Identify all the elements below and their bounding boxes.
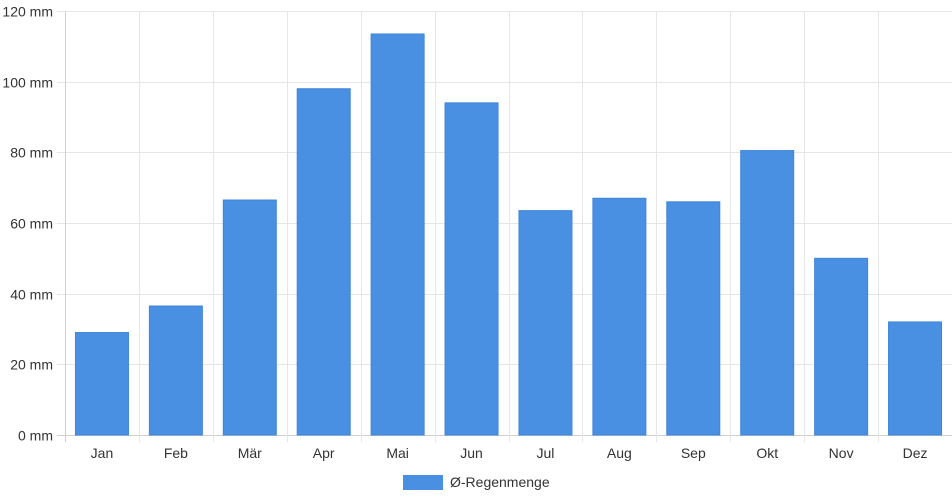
y-tick-labels: 0 mm 20 mm 40 mm 60 mm 80 mm 100 mm 120 mm — [2, 4, 53, 444]
bar-mai[interactable] — [370, 33, 425, 436]
x-tick-label: Sep — [681, 445, 706, 461]
legend[interactable]: Ø-Regenmenge — [403, 474, 550, 490]
x-tick-label: Okt — [756, 445, 778, 461]
bars — [74, 33, 943, 436]
y-tick-label: 40 mm — [10, 287, 53, 303]
bar-okt[interactable] — [740, 150, 795, 436]
y-tick-label: 20 mm — [10, 357, 53, 373]
bar-sep[interactable] — [666, 201, 721, 436]
x-tick-label: Apr — [313, 445, 335, 461]
bar-jan[interactable] — [74, 332, 129, 436]
y-tick-label: 100 mm — [2, 75, 53, 91]
bar-nov[interactable] — [814, 257, 869, 436]
x-tick-label: Nov — [829, 445, 854, 461]
x-tick-label: Feb — [164, 445, 188, 461]
bar-dez[interactable] — [888, 321, 943, 436]
bar-jul[interactable] — [518, 210, 573, 436]
bar-aug[interactable] — [592, 197, 647, 436]
x-tick-label: Jul — [537, 445, 555, 461]
x-tick-label: Mai — [386, 445, 409, 461]
bar-apr[interactable] — [296, 88, 351, 436]
legend-swatch[interactable] — [403, 475, 443, 490]
x-tick-label: Jun — [460, 445, 483, 461]
x-tick-label: Mär — [238, 445, 262, 461]
legend-label[interactable]: Ø-Regenmenge — [450, 474, 550, 490]
x-tick-labels: Jan Feb Mär Apr Mai Jun Jul Aug Sep Okt Nov Dez — [91, 445, 928, 461]
bar-mär[interactable] — [222, 199, 277, 436]
x-tick-label: Dez — [903, 445, 928, 461]
grid-lines — [57, 11, 952, 442]
x-tick-label: Jan — [91, 445, 114, 461]
bar-jun[interactable] — [444, 102, 499, 436]
y-tick-label: 0 mm — [18, 428, 53, 444]
y-tick-label: 120 mm — [2, 4, 53, 20]
bar-feb[interactable] — [148, 305, 203, 436]
y-tick-label: 80 mm — [10, 145, 53, 161]
x-tick-label: Aug — [607, 445, 632, 461]
y-tick-label: 60 mm — [10, 216, 53, 232]
